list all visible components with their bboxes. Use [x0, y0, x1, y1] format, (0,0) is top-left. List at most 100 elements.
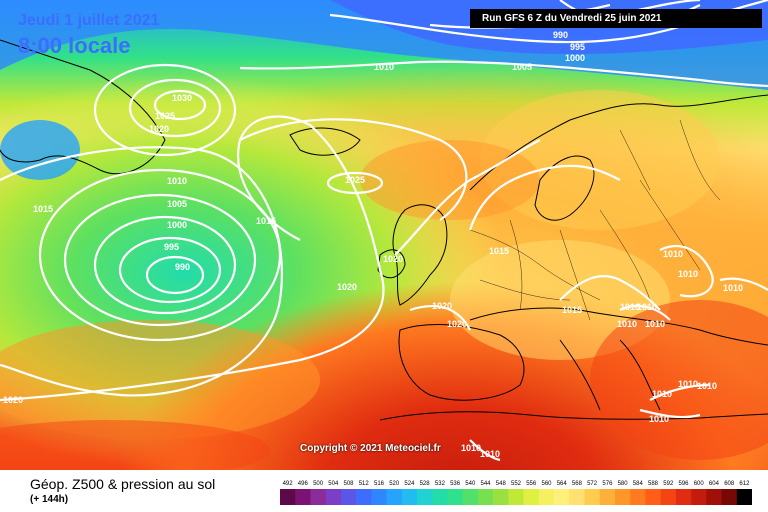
isobar-label: 1015 — [562, 305, 582, 315]
isobar-label: 1020 — [149, 124, 169, 134]
weather-map: 1030 1025 1020 1010 1005 1000 995 990 10… — [0, 0, 768, 470]
scale-color-swatch — [584, 489, 600, 505]
isobar-label: 1010 — [374, 62, 394, 72]
scale-color-swatch — [599, 489, 616, 505]
isobar-label: 1010 — [637, 302, 657, 312]
isobar-label: 1005 — [512, 62, 532, 72]
scale-color-swatch — [325, 489, 342, 505]
isobar-label: 1010 — [678, 379, 698, 389]
isobar-label: 1020 — [3, 395, 23, 405]
scale-tick-label: 600 — [694, 481, 705, 487]
scale-tick-label: 588 — [648, 481, 659, 487]
coastlines — [0, 39, 768, 421]
isobar-label: 1000 — [167, 220, 187, 230]
isobar-label: 1010 — [461, 443, 481, 453]
scale-tick-label: 568 — [572, 481, 583, 487]
isobar-label: 1010 — [652, 389, 672, 399]
scale-tick-label: 580 — [618, 481, 629, 487]
scale-color-swatch — [386, 489, 403, 505]
scale-color-swatch — [660, 489, 677, 505]
scale-color-swatch — [615, 489, 631, 505]
isobar-label: 995 — [164, 242, 179, 252]
scale-tick-label: 604 — [709, 481, 720, 487]
product-title: Géop. Z500 & pression au sol — [30, 476, 216, 492]
scale-color-swatch — [554, 489, 570, 505]
scale-color-swatch — [569, 489, 585, 505]
scale-color-swatch — [538, 489, 555, 505]
isobar-label: 990 — [175, 262, 190, 272]
scale-tick-label: 492 — [283, 481, 294, 487]
isobar-label: 1010 — [617, 319, 637, 329]
isobar-label: 1020 — [337, 282, 357, 292]
scale-color-swatch — [493, 489, 509, 505]
scale-tick-label: 596 — [678, 481, 689, 487]
isobar-label: 1010 — [620, 302, 640, 312]
isobar-label: 1025 — [155, 111, 175, 121]
scale-color-swatch — [721, 489, 737, 505]
scale-tick-label: 520 — [389, 481, 400, 487]
scale-color-swatch — [477, 489, 494, 505]
scale-color-swatch — [356, 489, 372, 505]
scale-color-swatch — [691, 489, 707, 505]
scale-color-swatch — [401, 489, 418, 505]
isobar-label: 1010 — [645, 319, 665, 329]
isobar-label: 995 — [570, 42, 585, 52]
scale-tick-label: 548 — [496, 481, 507, 487]
scale-tick-label: 556 — [526, 481, 537, 487]
copyright: Copyright © 2021 Meteociel.fr — [300, 443, 441, 454]
isobar-label: 1030 — [172, 93, 192, 103]
scale-tick-label: 552 — [511, 481, 522, 487]
scale-tick-label: 540 — [465, 481, 476, 487]
isobar-label: 1010 — [678, 269, 698, 279]
scale-tick-label: 560 — [541, 481, 552, 487]
scale-tick-label: 500 — [313, 481, 324, 487]
forecast-local-time: 8:00 locale — [18, 33, 131, 58]
isobar-label: 1020 — [432, 301, 452, 311]
scale-color-swatch — [417, 489, 433, 505]
scale-tick-label: 532 — [435, 481, 446, 487]
scale-tick-label: 512 — [359, 481, 370, 487]
scale-color-swatch — [706, 489, 722, 505]
scale-color-swatch — [523, 489, 540, 505]
scale-color-swatch — [432, 489, 448, 505]
scale-color-swatch — [630, 489, 646, 505]
isobar-label: 1010 — [723, 283, 743, 293]
isobar-label: 1010 — [480, 449, 500, 459]
scale-tick-label: 564 — [557, 481, 568, 487]
lead-time: (+ 144h) — [30, 494, 69, 505]
isobar-label: 1010 — [649, 414, 669, 424]
scale-color-swatch — [447, 489, 463, 505]
isobar-label: 990 — [553, 30, 568, 40]
scale-tick-label: 504 — [328, 481, 339, 487]
scale-color-swatch — [508, 489, 524, 505]
scale-tick-label: 536 — [450, 481, 461, 487]
scale-tick-label: 508 — [343, 481, 354, 487]
scale-tick-label: 496 — [298, 481, 309, 487]
isobar-label: 1010 — [697, 381, 717, 391]
isobar-label: 1010 — [663, 249, 683, 259]
scale-tick-label: 528 — [420, 481, 431, 487]
scale-tick-label: 544 — [480, 481, 491, 487]
isobar-label: 1020 — [447, 319, 467, 329]
scale-color-swatch — [295, 489, 311, 505]
color-scale-legend: 492 496 500 504 508 512 516 520 524 528 532 536 540 5… — [280, 481, 752, 505]
scale-color-swatch — [371, 489, 387, 505]
scale-color-swatch — [310, 489, 326, 505]
isobar-label: 1015 — [33, 204, 53, 214]
isobar-label: 1010 — [167, 176, 187, 186]
isobar-labels: 1030 1025 1020 1010 1005 1000 995 990 10… — [3, 30, 743, 459]
scale-color-swatch — [280, 489, 296, 505]
scale-color-swatch — [340, 489, 357, 505]
scale-tick-label: 584 — [633, 481, 644, 487]
scale-tick-label: 608 — [724, 481, 735, 487]
forecast-date: Jeudi 1 juillet 2021 — [18, 12, 160, 29]
scale-tick-label: 572 — [587, 481, 598, 487]
scale-color-swatch — [736, 489, 752, 505]
scale-color-swatch — [675, 489, 692, 505]
scale-tick-label: 612 — [739, 481, 750, 487]
scale-color-swatch — [645, 489, 661, 505]
scale-tick-label: 592 — [663, 481, 674, 487]
isobar-label: 1000 — [565, 53, 585, 63]
isobar-label: 1005 — [167, 199, 187, 209]
isobar-label: 1025 — [345, 175, 365, 185]
